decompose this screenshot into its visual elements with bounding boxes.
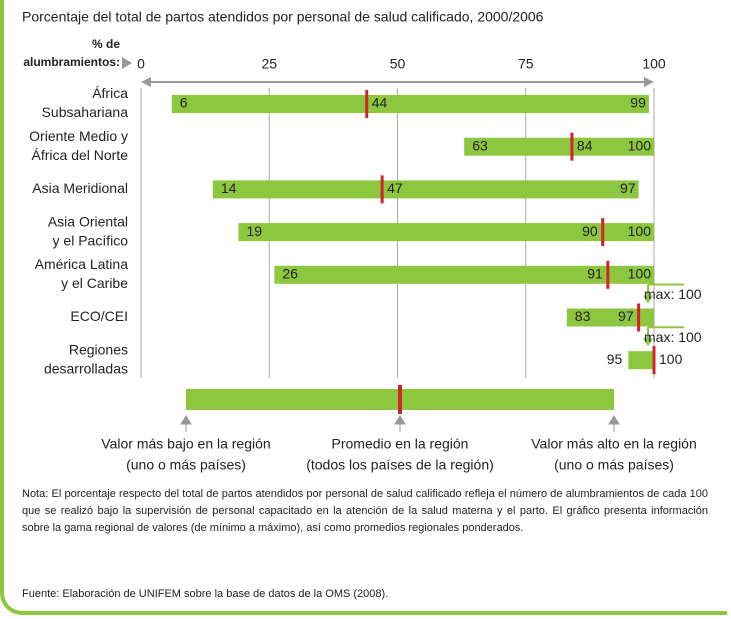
max-label: max: 100 xyxy=(644,329,702,345)
min-label: 14 xyxy=(221,180,237,196)
average-marker xyxy=(365,90,369,118)
category-label: ECO/CEI xyxy=(70,308,128,324)
category-label: Regiones xyxy=(69,341,128,357)
range-bar xyxy=(171,95,649,113)
max-pointer-head xyxy=(643,295,653,304)
legend-note: (uno o más países) xyxy=(126,457,246,473)
x-tick-label: 25 xyxy=(261,56,277,72)
legend-label: Promedio en la región xyxy=(332,436,469,452)
max-label: 100 xyxy=(628,137,652,153)
category-label: Asia Meridional xyxy=(32,180,128,196)
average-label: 47 xyxy=(387,180,403,196)
range-bar xyxy=(628,351,654,370)
category-label: Oriente Medio y xyxy=(29,128,128,144)
average-label: 90 xyxy=(582,223,598,239)
x-tick-label: 50 xyxy=(390,56,406,72)
average-marker xyxy=(380,175,384,204)
min-label: 63 xyxy=(472,137,488,153)
category-label: África xyxy=(92,85,128,101)
average-marker xyxy=(637,303,641,332)
average-marker xyxy=(570,132,574,161)
min-label: 95 xyxy=(607,351,623,367)
category-label: Subsahariana xyxy=(42,104,129,120)
chart-title: Porcentaje del total de partos atendidos… xyxy=(22,9,544,25)
category-label: y el Caribe xyxy=(61,275,128,291)
max-label: 99 xyxy=(630,95,646,111)
source: Fuente: Elaboración de UNIFEM sobre la b… xyxy=(22,588,389,600)
max-label: 97 xyxy=(620,180,636,196)
legend-label: Valor más bajo en la región xyxy=(101,436,270,452)
average-marker xyxy=(606,260,610,289)
average-label: 97 xyxy=(618,308,634,324)
average-label: 84 xyxy=(577,137,593,153)
range-bar xyxy=(464,137,654,156)
legend-note: (uno o más países) xyxy=(554,457,674,473)
axis-label: % de xyxy=(92,37,120,51)
category-label: y el Pacífico xyxy=(53,232,129,248)
min-label: 19 xyxy=(246,223,262,239)
note: Nota: El porcentaje respecto del total d… xyxy=(22,488,708,534)
range-bar xyxy=(212,180,639,199)
axis-label: alumbramientos: xyxy=(23,55,120,69)
max-label: 100 xyxy=(628,223,652,239)
x-tick-label: 0 xyxy=(137,56,145,72)
category-label: África del Norte xyxy=(32,147,129,163)
category-label: desarrolladas xyxy=(44,360,128,376)
axis-pointer xyxy=(122,57,132,69)
max-label: max: 100 xyxy=(644,286,702,302)
range-bar xyxy=(274,265,654,284)
legend-marker xyxy=(398,385,402,414)
x-tick-label: 100 xyxy=(642,56,666,72)
min-label: 83 xyxy=(575,308,591,324)
average-label: 100 xyxy=(659,351,683,367)
legend-arrows xyxy=(180,415,620,432)
category-label: América Latina xyxy=(35,256,129,272)
chart: Porcentaje del total de partos atendidos… xyxy=(22,9,702,473)
average-marker xyxy=(601,218,605,247)
average-label: 44 xyxy=(372,95,388,111)
legend-note: (todos los países de la región) xyxy=(306,457,494,473)
min-label: 26 xyxy=(282,266,298,282)
x-tick-label: 75 xyxy=(518,56,534,72)
range-bar xyxy=(238,223,654,242)
category-label: Asia Oriental xyxy=(48,213,128,229)
legend-label: Valor más alto en la región xyxy=(531,436,697,452)
max-pointer-head xyxy=(643,338,653,347)
min-label: 6 xyxy=(180,95,188,111)
average-label: 91 xyxy=(587,266,603,282)
max-label: 100 xyxy=(628,266,652,282)
average-marker xyxy=(652,346,656,375)
range-bar xyxy=(566,308,654,327)
